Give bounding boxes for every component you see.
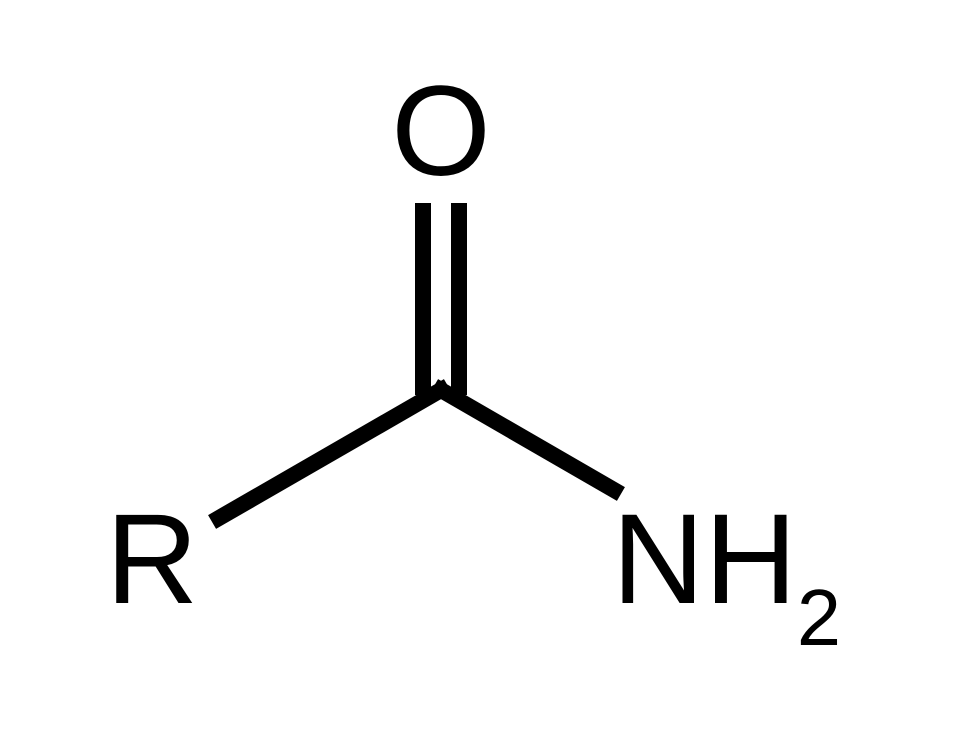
- atom-amine: NH2: [612, 496, 841, 624]
- atom-amine-main: NH: [612, 488, 797, 631]
- bond-c-r: [219, 390, 441, 518]
- atom-r-text: R: [106, 488, 198, 631]
- atom-amine-sub: 2: [797, 573, 841, 662]
- bond-c-n: [441, 390, 614, 490]
- atom-oxygen: O: [391, 68, 491, 196]
- atom-r-group: R: [106, 496, 198, 624]
- chemical-diagram: O R NH2: [0, 0, 958, 742]
- atom-oxygen-text: O: [391, 60, 491, 203]
